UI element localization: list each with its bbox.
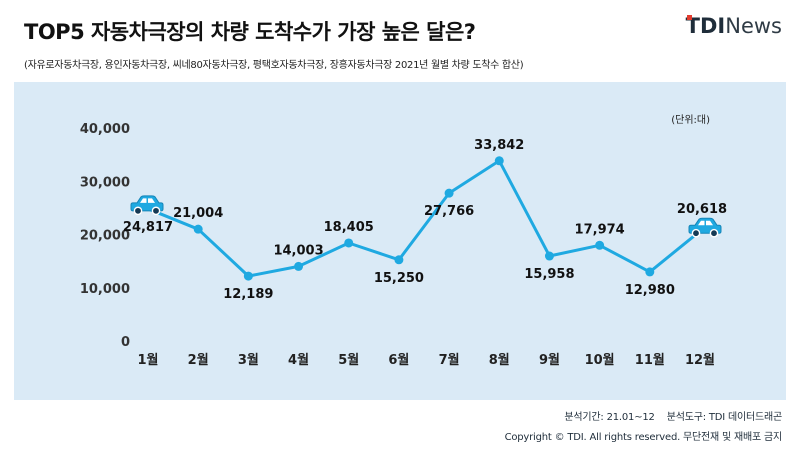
x-tick-label: 1월 — [137, 352, 158, 368]
x-tick-label: 9월 — [539, 352, 560, 368]
car-icon — [688, 217, 722, 238]
y-tick-label: 20,000 — [80, 229, 130, 244]
copyright-notice: Copyright © TDI. All rights reserved. 무단… — [504, 432, 783, 443]
data-label: 20,618 — [677, 202, 727, 217]
data-label: 24,817 — [123, 220, 173, 235]
car-window — [140, 198, 147, 203]
logo-suffix: News — [725, 14, 782, 38]
x-tick-label: 12월 — [685, 352, 715, 368]
analysis-info: 분석기간: 21.01~12 분석도구: TDI 데이터드래곤 — [564, 408, 782, 423]
y-tick-label: 40,000 — [80, 122, 130, 137]
car-icon — [130, 195, 164, 216]
car-window — [698, 220, 705, 226]
data-point — [645, 267, 655, 277]
data-label: 27,766 — [424, 204, 474, 219]
data-point — [294, 261, 304, 271]
data-point — [193, 224, 203, 234]
x-tick-label: 3월 — [238, 352, 259, 368]
series-line — [147, 159, 701, 278]
car-wheel — [709, 228, 719, 238]
data-label: 12,980 — [625, 283, 675, 298]
analysis-tool: 분석도구: TDI 데이터드래곤 — [666, 412, 782, 423]
chart-panel: (단위:대) 0 10,000 20,000 30,000 40,000 1월 2월 3월 4월 5… — [14, 82, 786, 400]
data-point — [243, 271, 253, 281]
data-point — [394, 255, 404, 265]
data-point — [544, 251, 554, 261]
car-window — [706, 220, 713, 226]
y-tick-label: 0 — [121, 335, 130, 350]
data-label: 21,004 — [173, 206, 223, 221]
page-subtitle: (자유로자동차극장, 용인자동차극장, 씨네80자동차극장, 평택호자동차극장,… — [24, 60, 524, 71]
data-point — [595, 240, 605, 250]
x-tick-label: 8월 — [489, 352, 510, 368]
car-window — [148, 198, 155, 203]
data-point — [494, 156, 504, 166]
data-label: 18,405 — [324, 220, 374, 235]
y-tick-label: 30,000 — [80, 175, 130, 190]
data-label: 33,842 — [474, 138, 524, 153]
line-chart: (단위:대) 0 10,000 20,000 30,000 40,000 1월 2월 3월 4월 5… — [80, 113, 727, 368]
x-tick-label: 2월 — [188, 352, 209, 368]
data-label: 14,003 — [273, 243, 323, 258]
data-point — [344, 238, 354, 248]
data-point — [444, 188, 454, 198]
car-wheel — [691, 228, 701, 238]
data-label: 15,250 — [374, 271, 424, 286]
logo-brand: TDI — [685, 14, 726, 38]
x-tick-label: 10월 — [585, 352, 615, 368]
analysis-period: 분석기간: 21.01~12 — [564, 412, 655, 423]
x-tick-label: 11월 — [635, 352, 665, 368]
x-tick-label: 5월 — [338, 352, 359, 368]
x-tick-label: 4월 — [288, 352, 309, 368]
page-title: TOP5 자동차극장의 차량 도착수가 가장 높은 달은? — [24, 20, 476, 44]
x-tick-label: 7월 — [439, 352, 460, 368]
car-wheel — [151, 206, 161, 216]
y-tick-label: 10,000 — [80, 282, 130, 297]
unit-label: (단위:대) — [671, 113, 710, 126]
brand-logo: TDINews — [686, 14, 782, 38]
logo-dot-icon — [686, 15, 692, 20]
data-label: 17,974 — [575, 222, 625, 237]
x-tick-label: 6월 — [388, 352, 409, 368]
data-label: 15,958 — [524, 267, 574, 282]
car-wheel — [133, 206, 143, 216]
data-label: 12,189 — [223, 287, 273, 302]
